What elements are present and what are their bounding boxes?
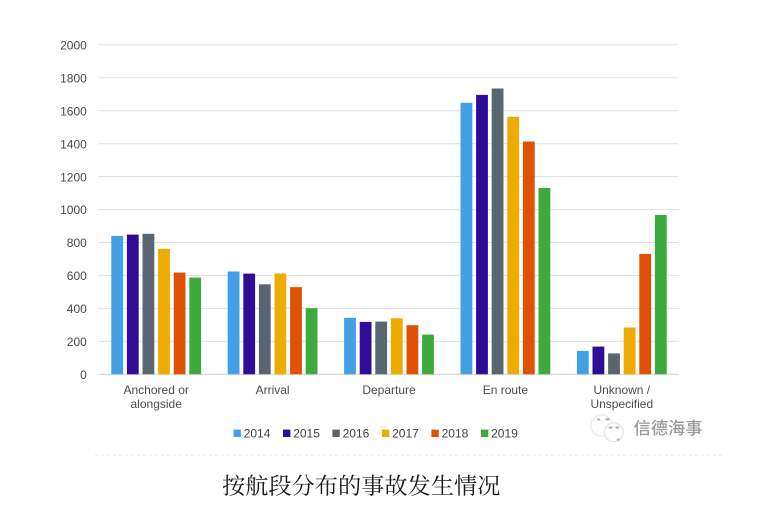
svg-text:600: 600 xyxy=(67,269,87,283)
svg-text:2018: 2018 xyxy=(442,427,469,441)
svg-text:200: 200 xyxy=(67,335,87,349)
svg-text:1800: 1800 xyxy=(60,72,87,86)
svg-text:1000: 1000 xyxy=(60,203,87,217)
svg-text:2019: 2019 xyxy=(491,427,518,441)
svg-text:2000: 2000 xyxy=(60,39,87,53)
svg-text:1600: 1600 xyxy=(60,104,87,118)
svg-text:2017: 2017 xyxy=(392,427,419,441)
svg-text:Unspecified: Unspecified xyxy=(590,397,653,411)
svg-text:2015: 2015 xyxy=(293,427,320,441)
svg-text:En route: En route xyxy=(483,383,529,397)
svg-text:alongside: alongside xyxy=(131,397,183,411)
svg-text:400: 400 xyxy=(67,302,87,316)
svg-text:Departure: Departure xyxy=(362,383,416,397)
svg-text:800: 800 xyxy=(67,236,87,250)
svg-text:1200: 1200 xyxy=(60,170,87,184)
svg-text:0: 0 xyxy=(80,368,87,382)
svg-text:Anchored or: Anchored or xyxy=(124,383,189,397)
svg-text:2014: 2014 xyxy=(244,427,271,441)
svg-text:Unknown /: Unknown / xyxy=(593,383,650,397)
svg-text:2016: 2016 xyxy=(343,427,370,441)
svg-text:1400: 1400 xyxy=(60,137,87,151)
svg-text:Arrival: Arrival xyxy=(256,383,290,397)
